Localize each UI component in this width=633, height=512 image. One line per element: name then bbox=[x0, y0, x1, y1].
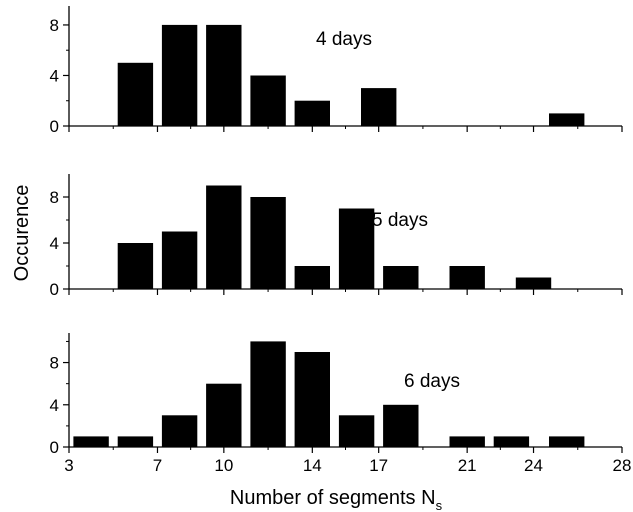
bar bbox=[449, 266, 485, 289]
panel-annotation: 4 days bbox=[316, 29, 372, 50]
y-axis-label: Occurence bbox=[11, 185, 33, 282]
bar bbox=[294, 352, 330, 447]
x-tick-label: 3 bbox=[64, 456, 73, 475]
bar bbox=[206, 24, 242, 126]
bar bbox=[549, 436, 585, 447]
bar bbox=[117, 436, 154, 447]
x-tick-label: 28 bbox=[613, 456, 632, 475]
bar bbox=[338, 208, 375, 289]
x-tick-label: 17 bbox=[369, 456, 388, 475]
bar bbox=[161, 24, 198, 126]
bar bbox=[161, 415, 198, 447]
histogram-panels: 0 4 8 4 days 0 4 8 5 days 3 7 10 14 17 21 24 28 0 4 8 6 day… bbox=[50, 6, 632, 475]
bar bbox=[117, 243, 154, 289]
panel-3: 3 7 10 14 17 21 24 28 0 4 8 6 days bbox=[50, 333, 632, 475]
bar bbox=[338, 415, 375, 447]
bar bbox=[493, 436, 530, 447]
bar bbox=[206, 185, 242, 289]
x-axis-label-main: Number of segments N bbox=[230, 487, 436, 509]
bar bbox=[250, 75, 286, 126]
y-tick-label: 4 bbox=[50, 66, 59, 85]
x-axis-label-subscript: s bbox=[436, 498, 443, 512]
bar bbox=[250, 341, 286, 447]
y-tick-label: 8 bbox=[50, 16, 59, 35]
bar bbox=[161, 231, 198, 289]
x-tick-label: 21 bbox=[458, 456, 477, 475]
panel-annotation: 6 days bbox=[404, 371, 460, 392]
bar bbox=[361, 88, 397, 126]
x-tick-label: 24 bbox=[524, 456, 543, 475]
bar bbox=[449, 436, 485, 447]
x-tick-label: 10 bbox=[214, 456, 233, 475]
bar bbox=[294, 266, 330, 289]
y-tick-label: 8 bbox=[50, 188, 59, 207]
bar bbox=[294, 100, 330, 126]
bar bbox=[250, 197, 286, 289]
bar bbox=[117, 62, 154, 126]
x-axis-label: Number of segments Ns bbox=[230, 487, 443, 512]
bar bbox=[206, 383, 242, 447]
bar bbox=[549, 113, 585, 126]
panel-1: 0 4 8 4 days bbox=[50, 6, 623, 136]
bar bbox=[73, 436, 109, 447]
y-tick-label: 0 bbox=[50, 438, 59, 457]
y-tick-label: 4 bbox=[50, 396, 59, 415]
bar bbox=[383, 404, 419, 447]
y-tick-label: 4 bbox=[50, 234, 59, 253]
bar bbox=[383, 266, 419, 289]
y-tick-label: 0 bbox=[50, 117, 59, 136]
panel-annotation: 5 days bbox=[372, 210, 428, 231]
x-tick-label: 7 bbox=[153, 456, 162, 475]
bar bbox=[515, 277, 552, 289]
x-tick-label: 14 bbox=[303, 456, 322, 475]
panel-2: 0 4 8 5 days bbox=[50, 174, 623, 299]
y-tick-label: 0 bbox=[50, 280, 59, 299]
y-tick-label: 8 bbox=[50, 354, 59, 373]
